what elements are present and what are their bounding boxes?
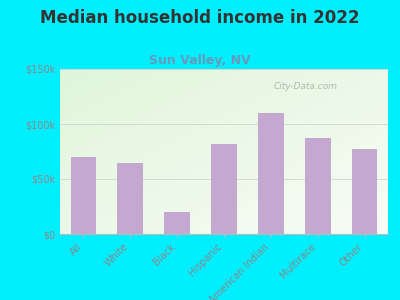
Bar bbox=[352, 149, 378, 234]
Bar bbox=[211, 144, 237, 234]
Bar bbox=[305, 138, 330, 234]
Bar bbox=[164, 212, 190, 234]
Bar bbox=[70, 157, 96, 234]
Text: Median household income in 2022: Median household income in 2022 bbox=[40, 9, 360, 27]
Text: Sun Valley, NV: Sun Valley, NV bbox=[149, 54, 251, 67]
Bar bbox=[118, 163, 143, 234]
Bar bbox=[258, 113, 284, 234]
Text: City-Data.com: City-Data.com bbox=[274, 82, 338, 91]
